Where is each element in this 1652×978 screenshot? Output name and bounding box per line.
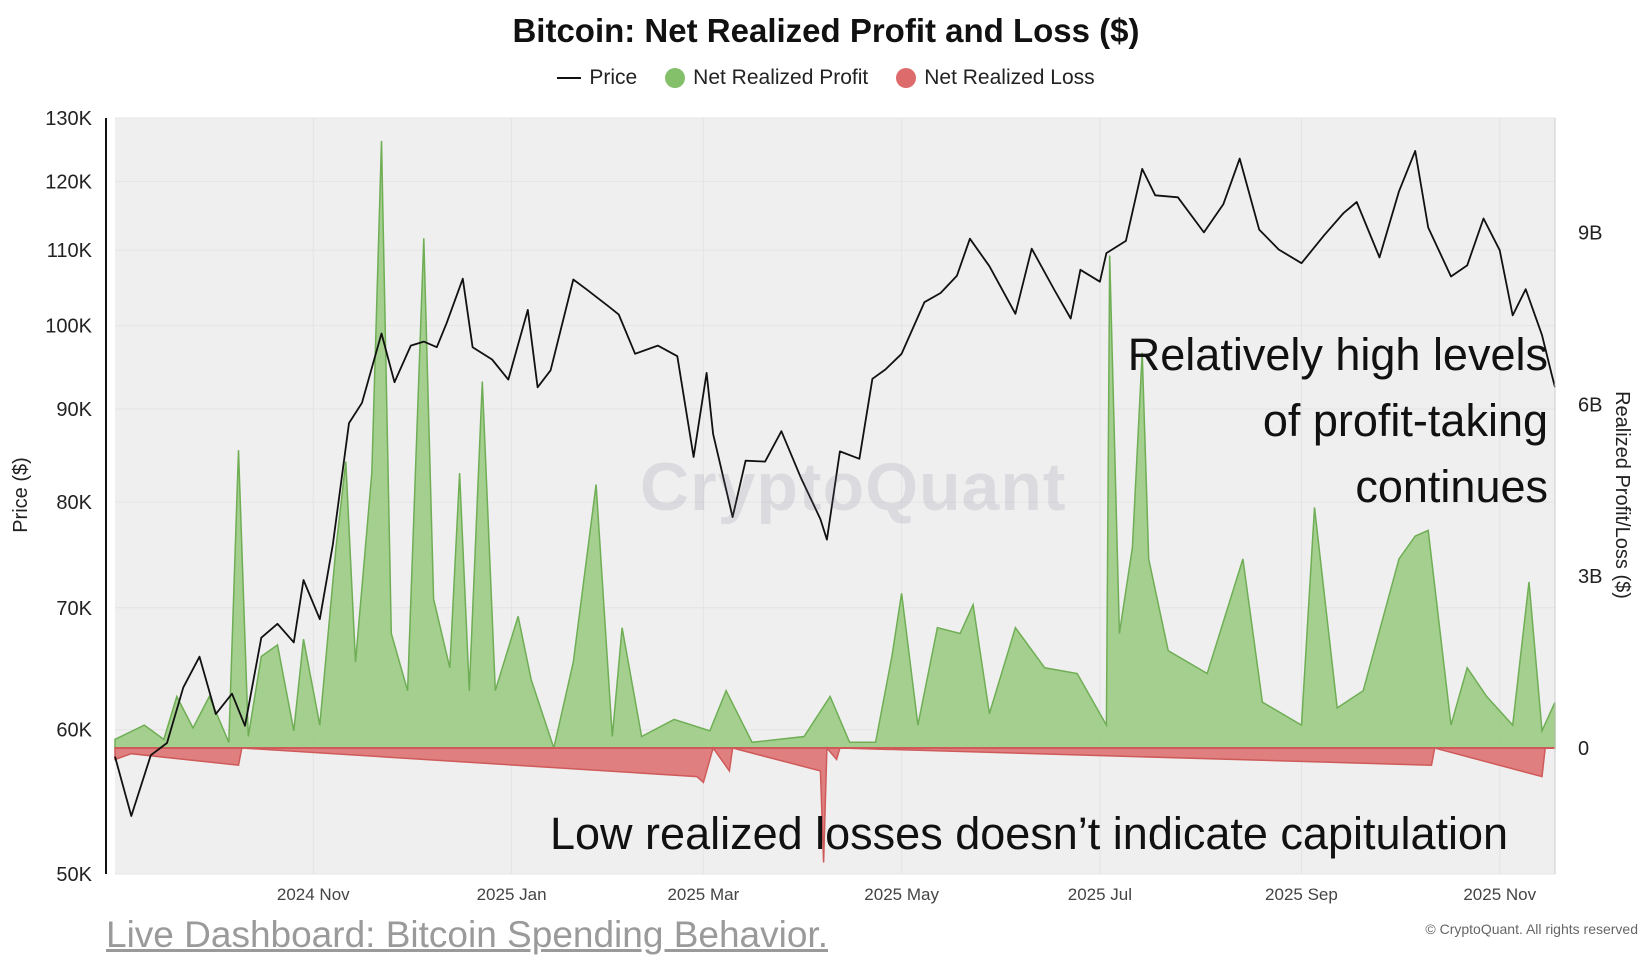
right-tick-label: 0 — [1578, 738, 1589, 760]
legend-label-profit: Net Realized Profit — [693, 66, 869, 89]
legend-item-profit[interactable]: Net Realized Profit — [665, 66, 868, 90]
x-tick-label: 2025 Sep — [1265, 885, 1338, 904]
profit-dot-swatch — [665, 68, 686, 88]
net-realized-loss-area — [114, 746, 1555, 863]
right-tick-label: 3B — [1578, 566, 1602, 588]
chart-title: Bitcoin: Net Realized Profit and Loss ($… — [512, 12, 1140, 49]
loss-dot-swatch — [896, 68, 917, 88]
left-tick-label: 130K — [45, 108, 92, 130]
price-line-swatch — [557, 77, 582, 79]
x-tick-label: 2025 Jan — [477, 885, 547, 904]
y-axis-label-right: Realized Profit/Loss ($) — [1611, 391, 1633, 599]
left-tick-label: 90K — [56, 399, 92, 421]
price-line — [114, 150, 1556, 817]
chart-legend: Price Net Realized Profit Net Realized L… — [0, 66, 1652, 90]
x-tick-label: 2025 May — [864, 885, 939, 904]
x-tick-label: 2025 Nov — [1463, 885, 1536, 904]
x-tick-label: 2025 Jul — [1068, 885, 1132, 904]
left-tick-label: 60K — [56, 720, 92, 742]
x-tick-label: 2024 Nov — [277, 885, 350, 904]
left-axis-ticks: 50K 60K 70K 80K 90K 100K 110K 120K 130K — [45, 108, 92, 886]
right-tick-label: 9B — [1578, 223, 1602, 245]
left-tick-label: 70K — [56, 598, 92, 620]
left-tick-label: 120K — [45, 171, 92, 193]
net-realized-profit-area — [114, 140, 1556, 751]
loss-area-layer — [114, 746, 1555, 863]
left-tick-label: 80K — [56, 492, 92, 514]
annotation-high-profit: Relatively high levels of profit-taking … — [1028, 322, 1548, 520]
left-tick-label: 100K — [45, 316, 92, 338]
annotation-line: of profit-taking — [1262, 395, 1548, 446]
x-axis-ticks: 2024 Nov 2025 Jan 2025 Mar 2025 May 2025 Jul… — [277, 885, 1537, 904]
left-tick-label: 50K — [56, 864, 92, 886]
dashboard-link[interactable]: Live Dashboard: Bitcoin Spending Behavio… — [106, 914, 828, 955]
price-line-layer — [114, 150, 1556, 817]
left-tick-label: 110K — [47, 240, 93, 262]
axes — [105, 118, 1556, 874]
copyright-notice: © CryptoQuant. All rights reserved — [1425, 921, 1638, 937]
annotation-low-losses: Low realized losses doesn’t indicate cap… — [550, 808, 1509, 859]
x-tick-label: 2025 Mar — [667, 885, 739, 904]
y-axis-label-left: Price ($) — [10, 457, 32, 533]
right-axis-ticks: 0 3B 6B 9B — [1578, 223, 1602, 760]
right-tick-label: 6B — [1578, 394, 1602, 416]
legend-label-price: Price — [589, 66, 638, 89]
legend-label-loss: Net Realized Loss — [924, 66, 1095, 89]
annotation-line: Relatively high levels — [1127, 329, 1548, 380]
legend-item-price[interactable]: Price — [557, 66, 637, 90]
annotation-line: continues — [1355, 461, 1548, 512]
legend-item-loss[interactable]: Net Realized Loss — [896, 66, 1095, 90]
profit-area-layer — [114, 140, 1556, 751]
watermark: CryptoQuant — [640, 449, 1067, 525]
